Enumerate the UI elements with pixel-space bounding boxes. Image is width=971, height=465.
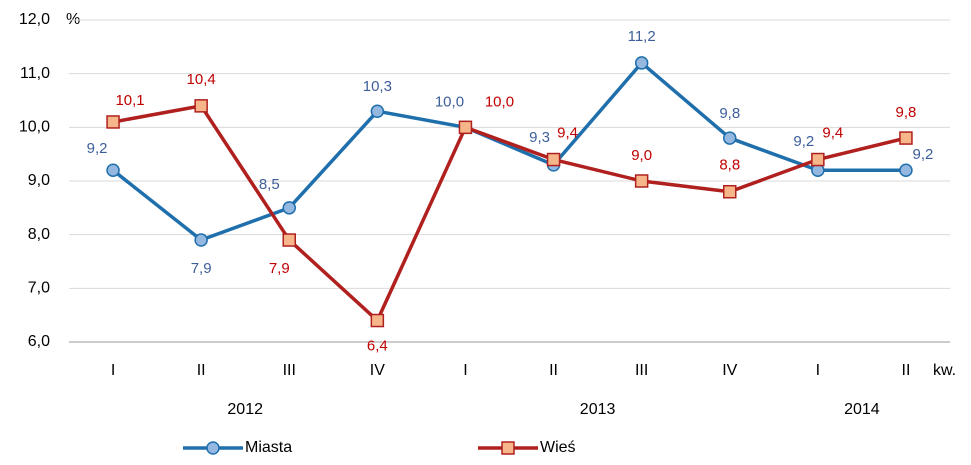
value-label: 9,4 — [822, 125, 843, 142]
x-tick-label: III — [283, 362, 296, 379]
marker — [458, 120, 473, 135]
x-tick-label: III — [635, 362, 648, 379]
value-label: 9,2 — [913, 146, 934, 163]
value-label: 10,4 — [187, 71, 216, 88]
marker — [634, 56, 649, 70]
value-label: 8,5 — [259, 176, 280, 193]
marker — [370, 313, 385, 328]
marker — [546, 152, 561, 167]
x-tick-label: II — [549, 362, 558, 379]
x-tick-label: I — [816, 362, 820, 379]
marker — [194, 99, 208, 113]
value-label: 9,3 — [529, 129, 550, 146]
value-label: 9,4 — [557, 125, 578, 142]
y-tick-label: 10,0 — [19, 119, 50, 136]
marker — [282, 201, 296, 215]
marker — [899, 131, 913, 145]
legend-label: Wieś — [540, 439, 576, 456]
x-axis-label: kw. — [933, 362, 956, 379]
x-tick-label: I — [463, 362, 467, 379]
y-tick-label: 8,0 — [28, 226, 50, 243]
marker — [106, 163, 120, 178]
y-tick-label: 6,0 — [28, 333, 50, 350]
marker — [723, 131, 737, 145]
value-label: 11,2 — [628, 28, 656, 45]
value-label: 9,2 — [87, 140, 108, 157]
value-label: 10,0 — [485, 93, 514, 110]
value-label: 9,0 — [631, 147, 652, 164]
marker — [899, 163, 913, 178]
x-tick-label: IV — [370, 362, 385, 379]
value-label: 10,1 — [115, 92, 144, 109]
x-group-label: 2014 — [844, 401, 880, 418]
marker — [634, 174, 649, 188]
y-tick-label: 11,0 — [20, 65, 50, 82]
value-label: 10,0 — [435, 93, 464, 110]
marker — [811, 152, 825, 167]
series-line — [112, 104, 907, 323]
legend-marker — [206, 441, 220, 455]
marker — [370, 104, 385, 118]
x-tick-label: II — [197, 362, 206, 379]
value-label: 7,9 — [269, 260, 290, 277]
x-tick-label: I — [111, 362, 115, 379]
marker — [194, 233, 208, 247]
x-group-label: 2012 — [227, 401, 263, 418]
legend-marker — [501, 441, 515, 455]
value-label: 9,8 — [896, 104, 917, 121]
y-tick-label: 7,0 — [28, 280, 50, 297]
marker — [282, 233, 296, 247]
value-label: 6,4 — [367, 338, 388, 355]
x-group-label: 2013 — [580, 401, 616, 418]
y-tick-label: 9,0 — [28, 172, 50, 189]
marker — [106, 115, 120, 129]
value-label: 9,8 — [719, 105, 740, 122]
x-tick-label: IV — [722, 362, 737, 379]
x-tick-label: II — [902, 362, 911, 379]
y-tick-label: 12,0 — [19, 11, 50, 28]
value-label: 8,8 — [719, 157, 740, 174]
value-label: 7,9 — [191, 260, 212, 277]
legend-label: Miasta — [245, 439, 292, 456]
value-label: 10,3 — [363, 78, 392, 95]
marker — [723, 184, 737, 199]
value-label: 9,2 — [793, 133, 814, 150]
series-line — [111, 61, 906, 242]
